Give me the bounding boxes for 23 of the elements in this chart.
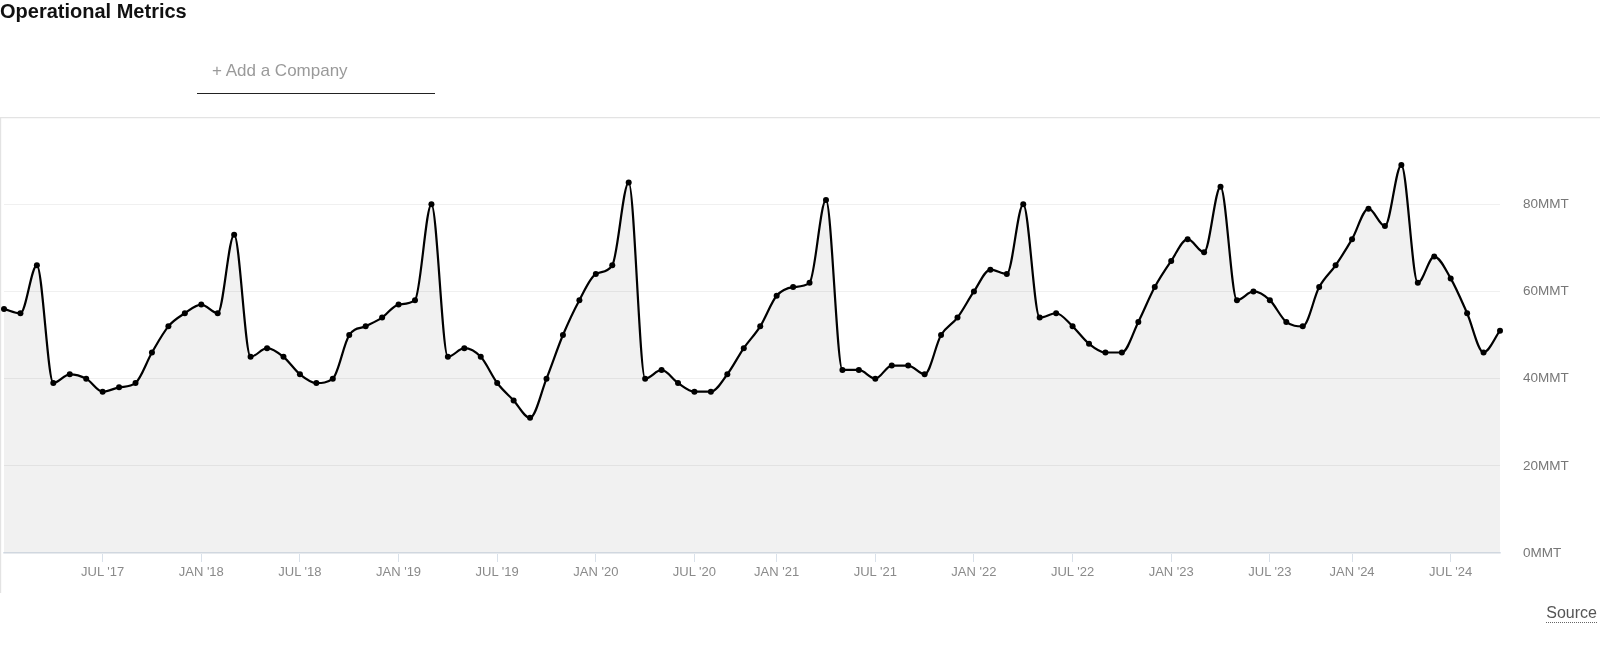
- y-tick-label: 80MMT: [1523, 196, 1569, 211]
- x-tick-label: JUL '20: [672, 564, 717, 580]
- y-tick-label: 60MMT: [1523, 283, 1569, 299]
- chart-title: Operational Metrics: [0, 0, 187, 23]
- x-tick-label: JUL '19: [475, 564, 519, 580]
- y-tick-label: 20MMT: [1523, 457, 1569, 473]
- input-field: + Add a Company: [197, 56, 435, 94]
- x-tick-label: JUL '21: [853, 564, 897, 580]
- x-tick-label: JUL '24: [1429, 564, 1473, 580]
- x-tick-label: JAN '22: [951, 564, 997, 580]
- x-tick-label: JAN '23: [1148, 564, 1194, 580]
- text: Source: [1546, 603, 1597, 623]
- y-tick-label: 40MMT: [1523, 370, 1569, 386]
- x-tick-label: JUL '17: [81, 564, 125, 580]
- x-tick-label: JAN '21: [754, 564, 800, 580]
- x-tick-label: JUL '22: [1050, 564, 1095, 580]
- x-tick-label: JAN '24: [1329, 564, 1375, 580]
- x-tick-label: JAN '18: [178, 564, 224, 580]
- x-tick-label: JAN '19: [375, 564, 422, 580]
- x-tick-label: JUL '18: [278, 564, 322, 580]
- x-tick-label: JUL '23: [1248, 564, 1292, 580]
- y-tick-label: 0MMT: [1523, 544, 1562, 560]
- x-tick-label: JAN '20: [573, 564, 619, 580]
